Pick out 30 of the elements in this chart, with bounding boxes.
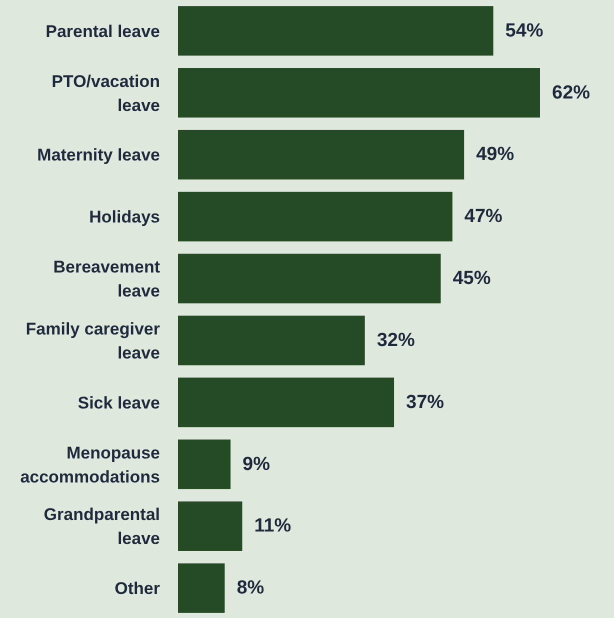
data-label: 32% [376,330,415,351]
data-label: 37% [406,392,444,413]
bar [178,440,231,490]
bar [178,68,540,118]
bar [178,192,452,242]
bar [178,316,365,366]
y-tick-label: PTO/vacation leave [52,71,160,114]
bar [178,501,242,551]
data-label: 45% [452,268,491,290]
bar [178,6,494,56]
data-label: 11% [254,516,292,537]
data-label: 62% [552,82,590,104]
y-tick-label: Family caregiver leave [26,318,160,362]
data-label: 8% [236,578,264,599]
bar [178,378,394,428]
y-tick-label: Holidays [89,207,160,226]
data-label: 47% [464,206,503,228]
bar [178,563,225,613]
y-tick-label: Grandparental leave [44,504,160,548]
data-label: 9% [242,454,270,475]
y-tick-label: Maternity leave [37,145,160,164]
y-tick-label: Menopause accommodations [20,442,160,486]
data-label: 54% [505,20,544,42]
y-tick-label: Other [114,578,160,598]
y-tick-label: Parental leave [46,21,160,40]
data-label: 49% [476,144,514,166]
y-tick-label: Bereavement leave [53,257,160,300]
bar [178,130,464,180]
bar [178,254,441,304]
y-tick-label: Sick leave [78,392,160,412]
